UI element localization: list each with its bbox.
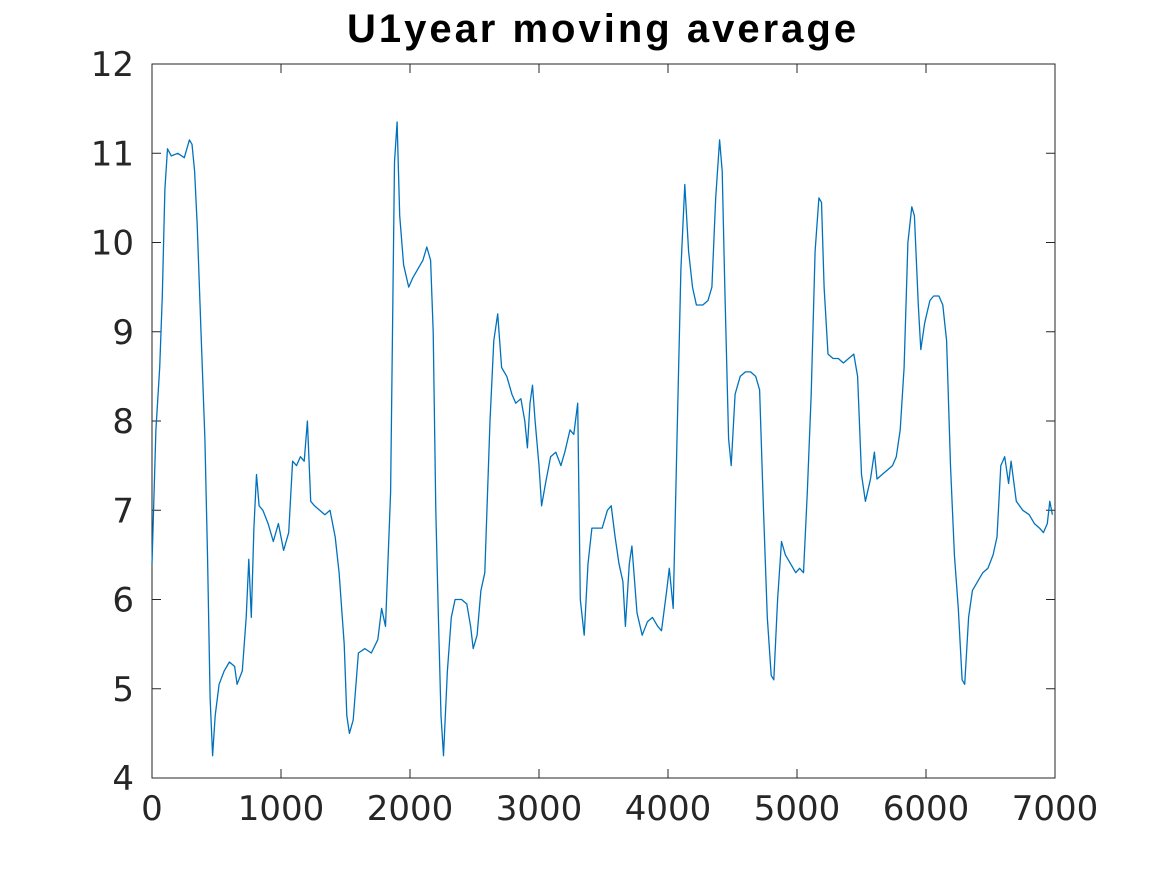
y-tick-label: 12	[91, 45, 134, 85]
y-tick-label: 7	[112, 491, 134, 531]
y-tick-label: 6	[112, 581, 134, 621]
chart-title: U1year moving average	[347, 7, 859, 51]
y-axis: 4 5 6 7 8 9 10 11 12	[91, 45, 1055, 799]
x-tick-label: 1000	[238, 789, 325, 829]
x-tick-label: 0	[141, 789, 163, 829]
x-tick-label: 3000	[496, 789, 583, 829]
y-tick-label: 10	[91, 224, 134, 264]
x-axis: 0 1000 2000 3000 4000 5000 6000 7000	[141, 64, 1098, 829]
x-tick-label: 5000	[754, 789, 841, 829]
x-tick-label: 2000	[367, 789, 454, 829]
y-tick-label: 11	[91, 134, 134, 174]
series-layer	[151, 121, 1054, 757]
series-line	[151, 121, 1054, 757]
x-tick-label: 4000	[625, 789, 712, 829]
y-tick-label: 9	[112, 313, 134, 353]
plot-area-frame	[151, 63, 1056, 779]
y-tick-label: 8	[112, 402, 134, 442]
y-tick-label: 4	[112, 759, 134, 799]
x-tick-label: 6000	[883, 789, 970, 829]
y-tick-label: 5	[112, 670, 134, 710]
x-tick-label: 7000	[1012, 789, 1099, 829]
